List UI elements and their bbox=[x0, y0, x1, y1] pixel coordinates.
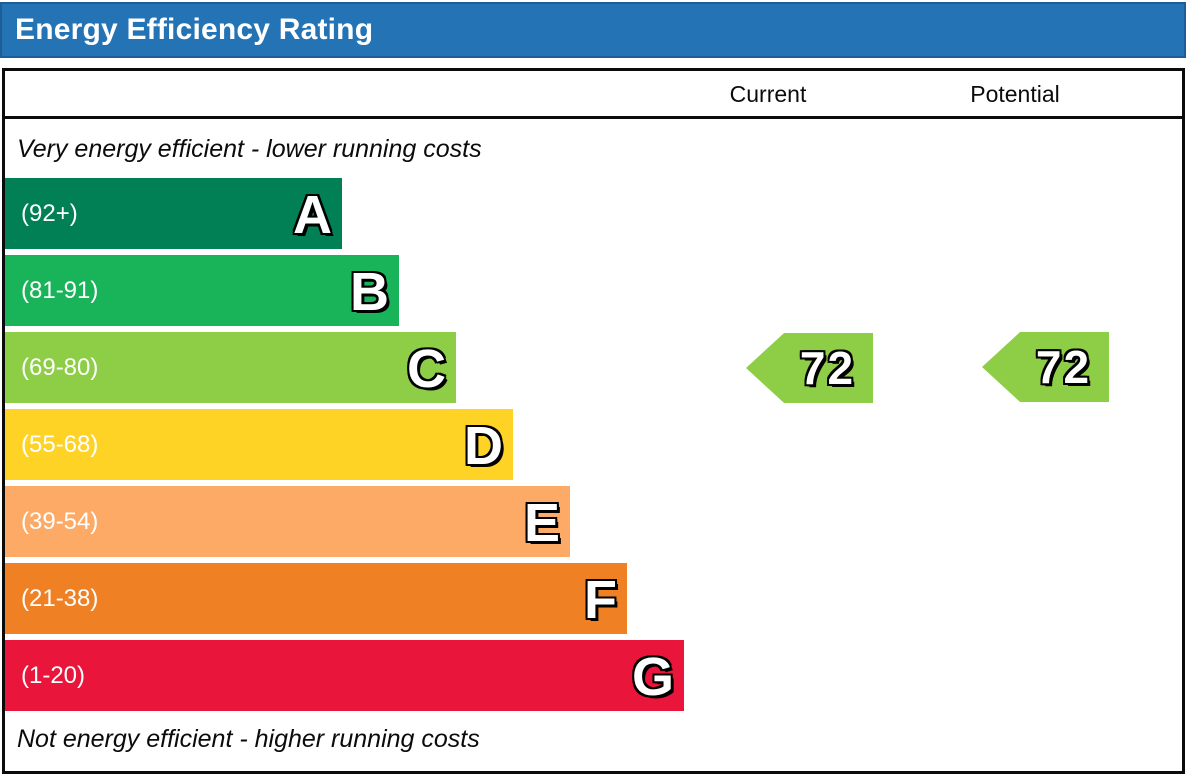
band-letter: F bbox=[584, 570, 617, 630]
band-letter: A bbox=[293, 185, 332, 245]
band-g: (1-20) G bbox=[5, 640, 684, 711]
band-letter: E bbox=[523, 493, 560, 553]
band-letter: D bbox=[464, 416, 503, 476]
title-bar: Energy Efficiency Rating bbox=[0, 2, 1186, 58]
current-rating-arrow: 72 bbox=[746, 333, 873, 403]
band-a: (92+) A bbox=[5, 178, 342, 249]
page-title: Energy Efficiency Rating bbox=[15, 13, 374, 46]
band-d: (55-68) D bbox=[5, 409, 513, 480]
band-c: (69-80) C bbox=[5, 332, 456, 403]
band-b: (81-91) B bbox=[5, 255, 399, 326]
band-letter: B bbox=[350, 262, 389, 322]
potential-rating-value: 72 bbox=[1035, 341, 1092, 393]
band-letter: G bbox=[631, 647, 674, 707]
band-range: (21-38) bbox=[21, 585, 99, 612]
band-e: (39-54) E bbox=[5, 486, 570, 557]
current-rating-value: 72 bbox=[799, 342, 856, 394]
band-range: (1-20) bbox=[21, 662, 86, 689]
potential-rating-arrow: 72 bbox=[982, 332, 1109, 402]
epc-chart: Current Potential Very energy efficient … bbox=[2, 68, 1185, 774]
band-range: (69-80) bbox=[21, 354, 99, 381]
band-f: (21-38) F bbox=[5, 563, 627, 634]
band-range: (92+) bbox=[21, 200, 78, 227]
column-header-current: Current bbox=[729, 81, 807, 107]
column-header-potential: Potential bbox=[970, 81, 1060, 107]
band-letter: C bbox=[407, 339, 446, 399]
bottom-caption: Not energy efficient - higher running co… bbox=[17, 725, 480, 753]
top-caption: Very energy efficient - lower running co… bbox=[17, 135, 482, 163]
band-range: (81-91) bbox=[21, 277, 99, 304]
band-range: (55-68) bbox=[21, 431, 99, 458]
band-range: (39-54) bbox=[21, 508, 99, 535]
column-header-row: Current Potential bbox=[5, 71, 1182, 119]
